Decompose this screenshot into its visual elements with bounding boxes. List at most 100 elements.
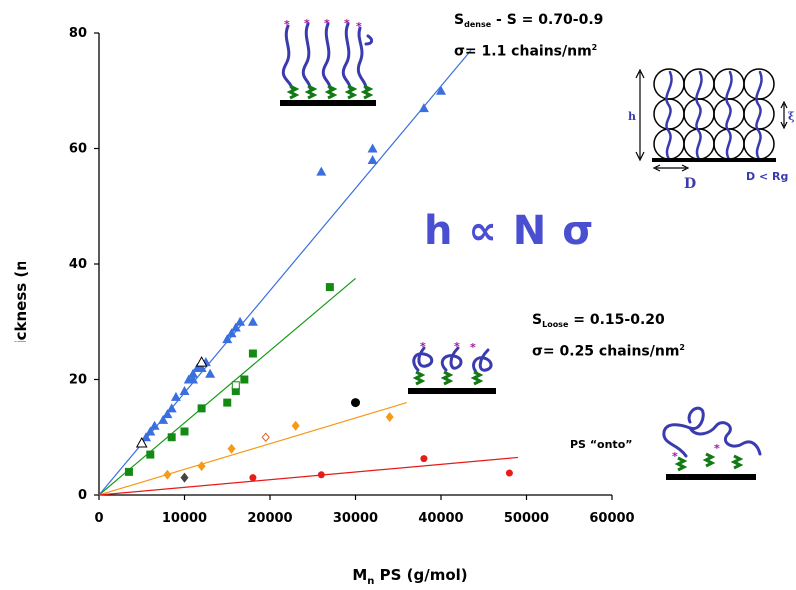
- fit-line: [98, 456, 519, 496]
- data-point-square: [146, 450, 155, 459]
- data-point-triangle: [188, 374, 199, 384]
- y-tick-label: 60: [69, 142, 87, 157]
- data-point-triangle: [141, 432, 152, 442]
- data-point-triangle: [162, 409, 173, 419]
- dense-grafting-sup: 2: [591, 43, 598, 52]
- data-point-triangle: [188, 368, 199, 378]
- data-point-triangle: [436, 85, 446, 95]
- onto-brush-illustration: **: [662, 406, 762, 480]
- x-axis-title-sub: n: [367, 576, 375, 587]
- fit-lines: [98, 49, 519, 496]
- scaling-formula: h ∝ N σ: [424, 208, 595, 254]
- data-point-diamond: [163, 469, 172, 480]
- dense-grafting-label: σ= 1.1 chains/nm2: [454, 43, 597, 60]
- data-point-diamond: [180, 472, 189, 483]
- svg-text:*: *: [714, 442, 720, 455]
- data-point-square-open: [231, 381, 240, 390]
- svg-text:*: *: [420, 340, 426, 353]
- x-tick-label: 10000: [162, 511, 207, 526]
- data-point-diamond: [385, 412, 394, 423]
- data-point-triangle: [166, 403, 177, 413]
- loose-brush-illustration: * * *: [408, 340, 496, 394]
- dense-value: - S = 0.70-0.9: [491, 12, 604, 28]
- dense-brush-illustration: * * * * *: [280, 18, 376, 106]
- loose-sub: Loose: [542, 320, 569, 329]
- data-point-triangle: [149, 420, 160, 430]
- loose-value: = 0.15-0.20: [568, 312, 665, 328]
- data-point-triangle: [145, 426, 156, 436]
- data-point-diamond: [291, 420, 300, 431]
- data-points: [124, 85, 513, 483]
- diagram-relation-label: D < Rg: [746, 170, 788, 183]
- fit-line: [98, 402, 407, 496]
- data-point-triangle: [205, 368, 216, 378]
- y-axis-title-container: Thickness (nm): [12, 262, 30, 342]
- data-point-triangle: [158, 414, 169, 424]
- data-point-square: [180, 427, 189, 436]
- dense-stretch-label: Sdense - S = 0.70-0.9: [454, 12, 603, 29]
- data-point-square: [197, 404, 206, 413]
- data-point-triangle-open: [195, 356, 208, 367]
- x-tick-label: 30000: [333, 511, 378, 526]
- svg-text:*: *: [454, 340, 460, 353]
- y-axis-title: Thickness (nm): [12, 262, 30, 342]
- x-tick-label: 20000: [247, 511, 292, 526]
- diagram-xi-label: ξ: [788, 110, 795, 123]
- x-tick-label: 40000: [418, 511, 463, 526]
- svg-text:*: *: [324, 18, 330, 30]
- data-point-square: [240, 375, 249, 384]
- loose-s: S: [532, 312, 543, 328]
- data-point-triangle: [316, 166, 327, 176]
- data-point-triangle: [230, 322, 241, 332]
- data-point-square: [231, 387, 240, 396]
- svg-text:*: *: [284, 18, 290, 31]
- svg-text:*: *: [470, 341, 476, 354]
- loose-grafting-value: = 0.25 chains/nm: [542, 343, 680, 360]
- data-point-square: [124, 467, 133, 476]
- svg-text:*: *: [672, 450, 678, 463]
- loose-grafting-label: σ= 0.25 chains/nm2: [532, 343, 685, 360]
- dense-sigma: σ: [454, 43, 465, 60]
- data-point-circle: [420, 455, 428, 463]
- data-point-triangle: [222, 334, 233, 344]
- svg-text:*: *: [356, 20, 362, 33]
- y-tick-label: 80: [69, 26, 87, 41]
- data-point-circle-big: [351, 398, 360, 408]
- y-tick-label: 40: [69, 257, 87, 272]
- data-point-square: [167, 433, 176, 442]
- svg-text:*: *: [304, 18, 310, 30]
- data-point-triangle: [170, 391, 181, 401]
- data-point-triangle: [418, 103, 429, 113]
- x-axis-title: Mn PS (g/mol): [330, 566, 490, 587]
- dense-grafting-value: = 1.1 chains/nm: [464, 43, 592, 60]
- data-point-circle: [249, 474, 257, 482]
- data-point-square: [248, 349, 257, 358]
- data-point-triangle: [247, 316, 258, 326]
- data-point-triangle: [226, 328, 237, 338]
- data-point-triangle: [196, 362, 207, 372]
- onto-label: PS “onto”: [570, 438, 633, 451]
- data-point-diamond: [227, 443, 236, 454]
- data-point-diamond-open: [261, 432, 270, 443]
- x-tick-label: 0: [94, 511, 103, 526]
- axes: 0 20 40 60 80 0 10000 20000 30000 40000 50000 60000: [69, 26, 635, 526]
- y-tick-label: 0: [78, 488, 87, 503]
- blob-model-diagram: h D D < Rg ξ: [628, 68, 795, 192]
- fit-line: [98, 277, 356, 496]
- data-point-square: [325, 283, 334, 292]
- data-point-square: [223, 398, 232, 407]
- data-point-triangle: [235, 316, 246, 326]
- diagram-D-label: D: [684, 176, 696, 192]
- x-tick-label: 60000: [589, 511, 634, 526]
- data-point-diamond: [197, 461, 206, 472]
- svg-text:*: *: [344, 18, 350, 30]
- data-point-circle: [317, 471, 325, 479]
- data-point-circle: [505, 469, 513, 477]
- loose-grafting-sup: 2: [679, 343, 685, 352]
- data-point-triangle-open: [135, 436, 148, 448]
- x-axis-title-rest: PS (g/mol): [374, 566, 468, 584]
- dense-s: S: [454, 12, 465, 28]
- loose-sigma: σ: [532, 343, 543, 360]
